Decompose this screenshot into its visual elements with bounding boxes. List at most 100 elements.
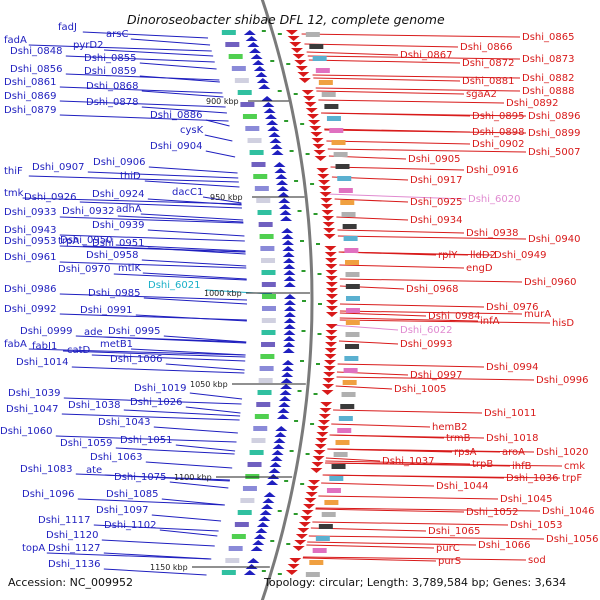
gene-label-lldd2[interactable]: lldD2 xyxy=(470,250,496,261)
gene-label-dshi_1018[interactable]: Dshi_1018 xyxy=(486,433,538,444)
gene-label-dshi_1127[interactable]: Dshi_1127 xyxy=(48,543,100,554)
gene-label-dshi_1037[interactable]: Dshi_1037 xyxy=(382,456,434,467)
gene-label-dshi_0968[interactable]: Dshi_0968 xyxy=(406,284,458,295)
gene-label-dshi_0992[interactable]: Dshi_0992 xyxy=(4,304,56,315)
gene-label-dshi_0958[interactable]: Dshi_0958 xyxy=(86,250,138,261)
gene-label-arsc[interactable]: arsC xyxy=(106,29,128,40)
gene-label-dshi_0943[interactable]: Dshi_0943 xyxy=(4,225,56,236)
gene-label-aroa[interactable]: aroA xyxy=(502,447,525,458)
gene-label-pyrd2[interactable]: pyrD2 xyxy=(73,40,103,51)
gene-label-dshi_0905[interactable]: Dshi_0905 xyxy=(408,154,460,165)
gene-label-trmb[interactable]: trmB xyxy=(446,433,471,444)
gene-label-dshi_0953[interactable]: Dshi_0953 xyxy=(4,236,56,247)
gene-label-dshi_0848[interactable]: Dshi_0848 xyxy=(10,46,62,57)
gene-label-dshi_0865[interactable]: Dshi_0865 xyxy=(522,32,574,43)
gene-label-thif[interactable]: thiF xyxy=(4,166,23,177)
gene-label-dshi_0996[interactable]: Dshi_0996 xyxy=(536,375,588,386)
gene-label-dshi_1065[interactable]: Dshi_1065 xyxy=(428,526,480,537)
gene-label-dshi_0933[interactable]: Dshi_0933 xyxy=(4,207,56,218)
gene-label-dshi_1136[interactable]: Dshi_1136 xyxy=(48,559,100,570)
gene-label-purs[interactable]: purS xyxy=(438,556,461,567)
gene-label-dshi_0855[interactable]: Dshi_0855 xyxy=(84,53,136,64)
gene-label-dshi_0926[interactable]: Dshi_0926 xyxy=(24,192,76,203)
gene-label-dshi_1014[interactable]: Dshi_1014 xyxy=(16,357,68,368)
gene-label-dshi_0866[interactable]: Dshi_0866 xyxy=(460,42,512,53)
gene-label-dshi_0895[interactable]: Dshi_0895 xyxy=(472,111,524,122)
gene-label-dshi_1019[interactable]: Dshi_1019 xyxy=(134,383,186,394)
gene-label-dshi_5007[interactable]: Dshi_5007 xyxy=(528,147,580,158)
gene-label-dshi_1096[interactable]: Dshi_1096 xyxy=(22,489,74,500)
gene-label-dshi_0951[interactable]: Dshi_0951 xyxy=(92,238,144,249)
gene-label-fada[interactable]: fadA xyxy=(4,35,27,46)
gene-label-catd[interactable]: catD xyxy=(67,345,91,356)
gene-label-dshi_0985[interactable]: Dshi_0985 xyxy=(88,288,140,299)
gene-label-dshi_0949[interactable]: Dshi_0949 xyxy=(494,250,546,261)
gene-label-dshi_0999[interactable]: Dshi_0999 xyxy=(20,326,72,337)
gene-label-dshi_1075[interactable]: Dshi_1075 xyxy=(114,472,166,483)
gene-label-dshi_0984[interactable]: Dshi_0984 xyxy=(428,311,480,322)
gene-label-rpsa[interactable]: rpsA xyxy=(454,447,477,458)
gene-label-dshi_0986[interactable]: Dshi_0986 xyxy=(4,284,56,295)
rna-label-dshi_6021[interactable]: Dshi_6021 xyxy=(148,280,200,291)
gene-label-dshi_0976[interactable]: Dshi_0976 xyxy=(486,302,538,313)
gene-label-dshi_0961[interactable]: Dshi_0961 xyxy=(4,252,56,263)
gene-label-dshi_1117[interactable]: Dshi_1117 xyxy=(38,515,90,526)
gene-label-topa[interactable]: topA xyxy=(22,543,45,554)
gene-label-dshi_1038[interactable]: Dshi_1038 xyxy=(68,400,120,411)
gene-label-dshi_0886[interactable]: Dshi_0886 xyxy=(150,110,202,121)
gene-label-dacc1[interactable]: dacC1 xyxy=(172,187,203,198)
gene-label-dshi_1046[interactable]: Dshi_1046 xyxy=(542,506,594,517)
gene-label-dshi_1053[interactable]: Dshi_1053 xyxy=(510,520,562,531)
gene-label-dshi_0902[interactable]: Dshi_0902 xyxy=(472,139,524,150)
gene-label-dshi_0861[interactable]: Dshi_0861 xyxy=(4,77,56,88)
gene-label-infa[interactable]: infA xyxy=(480,316,500,327)
gene-label-dshi_0899[interactable]: Dshi_0899 xyxy=(528,128,580,139)
gene-label-dshi_0882[interactable]: Dshi_0882 xyxy=(522,73,574,84)
gene-label-dshi_1102[interactable]: Dshi_1102 xyxy=(104,520,156,531)
gene-label-dshi_1063[interactable]: Dshi_1063 xyxy=(90,452,142,463)
gene-label-mtlk[interactable]: mtlK xyxy=(118,263,141,274)
gene-label-cysk[interactable]: cysK xyxy=(180,125,204,136)
gene-label-ihfb[interactable]: ihfB xyxy=(512,461,532,472)
gene-label-dshi_1083[interactable]: Dshi_1083 xyxy=(20,464,72,475)
gene-label-dshi_1085[interactable]: Dshi_1085 xyxy=(106,489,158,500)
gene-label-dshi_1060[interactable]: Dshi_1060 xyxy=(0,426,52,437)
gene-label-dshi_0869[interactable]: Dshi_0869 xyxy=(4,91,56,102)
gene-label-dshi_0888[interactable]: Dshi_0888 xyxy=(522,86,574,97)
gene-label-dshi_0916[interactable]: Dshi_0916 xyxy=(466,165,518,176)
gene-label-dshi_0856[interactable]: Dshi_0856 xyxy=(10,64,62,75)
gene-label-dshi_1059[interactable]: Dshi_1059 xyxy=(60,438,112,449)
gene-label-dshi_1039[interactable]: Dshi_1039 xyxy=(8,388,60,399)
gene-label-dshi_1020[interactable]: Dshi_1020 xyxy=(536,447,588,458)
gene-label-hisd[interactable]: hisD xyxy=(552,318,574,329)
gene-label-dshi_0868[interactable]: Dshi_0868 xyxy=(86,81,138,92)
gene-label-dshi_0970[interactable]: Dshi_0970 xyxy=(58,264,110,275)
gene-label-metb1[interactable]: metB1 xyxy=(100,339,133,350)
gene-label-dshi_0994[interactable]: Dshi_0994 xyxy=(486,362,538,373)
gene-label-mura[interactable]: murA xyxy=(524,309,551,320)
gene-label-dshi_0932[interactable]: Dshi_0932 xyxy=(62,206,114,217)
gene-label-dshi_1045[interactable]: Dshi_1045 xyxy=(500,494,552,505)
gene-label-dshi_0906[interactable]: Dshi_0906 xyxy=(93,157,145,168)
gene-label-dshi_0867[interactable]: Dshi_0867 xyxy=(400,50,452,61)
gene-label-dshi_0934[interactable]: Dshi_0934 xyxy=(410,215,462,226)
gene-label-thid[interactable]: thiD xyxy=(120,171,141,182)
gene-label-ate[interactable]: ate xyxy=(86,465,102,476)
gene-label-dshi_0859[interactable]: Dshi_0859 xyxy=(84,66,136,77)
gene-label-trpa[interactable]: trpA xyxy=(58,236,79,247)
gene-label-dshi_0892[interactable]: Dshi_0892 xyxy=(506,98,558,109)
gene-label-dshi_0995[interactable]: Dshi_0995 xyxy=(108,326,160,337)
gene-label-dshi_1056[interactable]: Dshi_1056 xyxy=(546,534,598,545)
gene-label-dshi_0879[interactable]: Dshi_0879 xyxy=(4,105,56,116)
gene-label-dshi_1047[interactable]: Dshi_1047 xyxy=(6,404,58,415)
gene-label-dshi_0904[interactable]: Dshi_0904 xyxy=(150,141,202,152)
gene-label-dshi_0960[interactable]: Dshi_0960 xyxy=(524,277,576,288)
gene-label-trpf[interactable]: trpF xyxy=(562,473,582,484)
gene-label-dshi_1097[interactable]: Dshi_1097 xyxy=(96,505,148,516)
gene-label-faba[interactable]: fabA xyxy=(4,339,27,350)
gene-label-dshi_1120[interactable]: Dshi_1120 xyxy=(46,530,98,541)
gene-label-dshi_0907[interactable]: Dshi_0907 xyxy=(32,162,84,173)
gene-label-dshi_1011[interactable]: Dshi_1011 xyxy=(484,408,536,419)
gene-label-dshi_0872[interactable]: Dshi_0872 xyxy=(462,58,514,69)
gene-label-dshi_1005[interactable]: Dshi_1005 xyxy=(394,384,446,395)
